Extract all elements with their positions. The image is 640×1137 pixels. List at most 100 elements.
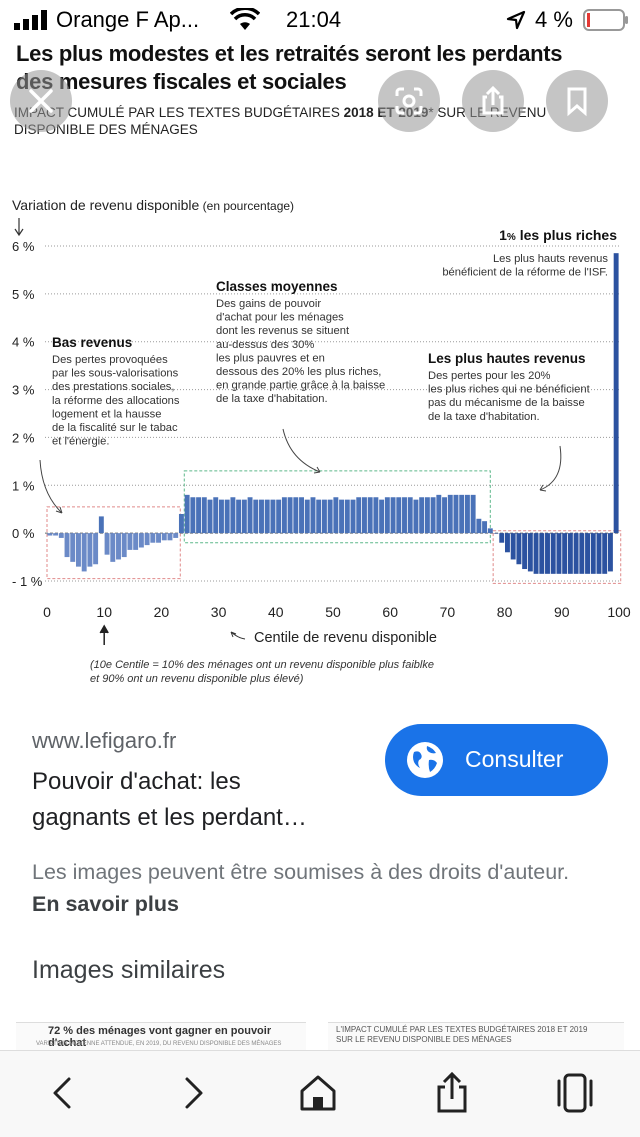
bar-centile-70	[442, 497, 447, 534]
consult-button[interactable]: Consulter	[385, 724, 608, 796]
plus-riches-line: Les plus hauts revenus	[493, 253, 608, 265]
bar-centile-32	[224, 499, 230, 534]
bar-centile-86	[533, 533, 539, 574]
bar-centile-79	[493, 533, 499, 534]
classes-moyennes-line: de la taxe d'habitation.	[216, 393, 328, 405]
result-title[interactable]: Pouvoir d'achat: les gagnants et les per…	[32, 764, 372, 836]
close-button[interactable]	[10, 70, 72, 132]
share-image-button[interactable]	[462, 70, 524, 132]
location-icon	[506, 10, 526, 30]
bar-centile-98	[602, 533, 608, 574]
chart: Variation de revenu disponible (en pourc…	[12, 197, 631, 685]
bar-centile-31	[219, 499, 224, 534]
hauts-revenus-line: les plus riches qui ne bénéficient	[428, 384, 591, 396]
site-domain[interactable]: www.lefigaro.fr	[32, 728, 177, 753]
bar-centile-85	[527, 533, 533, 572]
bar-centile-88	[545, 533, 550, 574]
bar-centile-73	[459, 494, 465, 534]
bar-centile-19	[150, 533, 156, 543]
bar-centile-60	[384, 497, 390, 534]
xlabel-arrow	[230, 631, 246, 640]
bar-centile-7	[81, 533, 87, 572]
browser-toolbar	[0, 1050, 640, 1137]
classes-moyennes-line: Des gains de pouvoir	[216, 298, 321, 310]
tabs-icon[interactable]	[553, 1071, 597, 1115]
bar-centile-77	[482, 521, 488, 534]
bar-centile-38	[259, 499, 264, 534]
bar-centile-18	[144, 533, 150, 546]
similar-images-heading: Images similaires	[32, 956, 226, 984]
classes-moyennes-connector	[282, 428, 321, 474]
battery-icon	[583, 9, 628, 31]
bas-revenus-line: logement et la hausse	[52, 408, 161, 420]
classes-moyennes-line: en grande partie grâce à la baisse	[216, 380, 385, 392]
close-icon	[29, 89, 53, 113]
bar-centile-50	[327, 499, 333, 534]
bar-centile-35	[241, 499, 247, 534]
bar-centile-54	[350, 499, 356, 534]
bas-revenus-box	[46, 506, 181, 580]
bar-centile-78	[487, 528, 493, 534]
forward-icon[interactable]	[170, 1071, 214, 1115]
result-title-line2: gagnants et les perdant…	[32, 804, 307, 831]
share-icon[interactable]	[430, 1071, 474, 1115]
y-axis-arrow	[14, 218, 24, 237]
hauts-revenus-title: Les plus hautes revenus	[428, 351, 586, 366]
lens-icon	[395, 87, 423, 115]
thumb2-line2: SUR LE REVENU DISPONIBLE DES MÉNAGES	[336, 1035, 512, 1044]
bas-revenus-line: des prestations sociales,	[52, 381, 175, 393]
bas-revenus-line: Des pertes provoquées	[52, 354, 168, 366]
bar-centile-15	[127, 533, 133, 550]
wifi-icon	[230, 8, 260, 30]
bar-centile-63	[402, 497, 407, 534]
y-axis-label-main: Variation de revenu disponible	[12, 197, 200, 213]
bas-revenus-line: par les sous-valorisations	[52, 368, 179, 380]
y-tick-label: 2 %	[12, 430, 35, 445]
x-tick-label: 100	[607, 604, 631, 620]
thumb2-line1: L'IMPACT CUMULÉ PAR LES TEXTES BUDGÉTAIR…	[336, 1025, 588, 1034]
home-icon[interactable]	[296, 1071, 340, 1115]
x-axis-label: Centile de revenu disponible	[254, 630, 437, 646]
learn-more-link[interactable]: En savoir plus	[32, 892, 179, 916]
bas-revenus-line: de la fiscalité sur le tabac	[52, 422, 178, 434]
bar-centile-27	[196, 497, 202, 534]
clock: 21:04	[286, 7, 342, 32]
plus-riches-title-part-0: 1	[499, 227, 507, 243]
bar-centile-33	[230, 497, 236, 534]
y-tick-label: 5 %	[12, 287, 35, 302]
save-button[interactable]	[546, 70, 608, 132]
classes-moyennes-title: Classes moyennes	[216, 279, 338, 294]
plus-riches-title: 1% les plus riches	[499, 227, 617, 243]
bar-centile-11	[104, 533, 110, 555]
chart-subtitle: IMPACT CUMULÉ PAR LES TEXTES BUDGÉTAIRES…	[14, 104, 614, 138]
bar-centile-87	[539, 533, 545, 574]
thumb2-text: L'IMPACT CUMULÉ PAR LES TEXTES BUDGÉTAIR…	[336, 1025, 587, 1045]
similar-thumbnail-2[interactable]: L'IMPACT CUMULÉ PAR LES TEXTES BUDGÉTAIR…	[328, 1022, 624, 1050]
bar-centile-82	[510, 533, 516, 560]
bar-centile-20	[156, 533, 161, 543]
image-viewer: Les plus modestes et les retraités seron…	[0, 40, 640, 690]
x-tick-label: 70	[440, 604, 456, 620]
hauts-revenus-line: Des pertes pour les 20%	[428, 370, 551, 382]
bar-centile-42	[281, 497, 287, 534]
back-icon[interactable]	[42, 1071, 86, 1115]
x-tick-label: 0	[43, 604, 51, 620]
bar-centile-3	[58, 533, 64, 538]
consult-label: Consulter	[465, 746, 564, 772]
bar-centile-69	[436, 494, 442, 534]
bar-centile-2	[53, 533, 59, 536]
x-tick-label: 20	[154, 604, 170, 620]
centile-note-line: et 90% ont un revenu disponible plus éle…	[90, 673, 304, 685]
bar-centile-21	[161, 533, 167, 541]
bar-centile-80	[499, 533, 505, 543]
lens-button[interactable]	[378, 70, 440, 132]
bar-centile-83	[516, 533, 522, 565]
similar-thumbnail-1[interactable]: 72 % des ménages vont gagner en pouvoir …	[16, 1022, 306, 1050]
bar-centile-61	[390, 497, 396, 534]
bar-centile-48	[316, 499, 322, 534]
bar-centile-43	[287, 497, 293, 534]
x-tick-label: 30	[211, 604, 227, 620]
bar-centile-66	[419, 497, 425, 534]
chart-title-line2: des mesures fiscales et sociales	[16, 69, 347, 94]
classes-moyennes-line: dessous des 20% les plus riches,	[216, 366, 381, 378]
